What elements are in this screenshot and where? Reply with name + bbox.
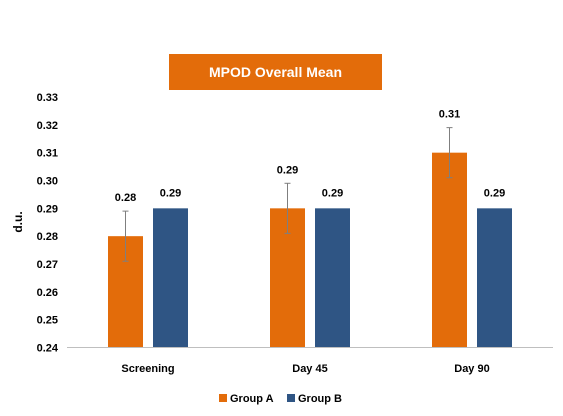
y-tick-label: 0.24 (37, 343, 59, 355)
data-label: 0.29 (277, 164, 298, 176)
data-label: 0.29 (322, 187, 343, 199)
chart-title-box: MPOD Overall Mean (169, 54, 382, 90)
y-tick-label: 0.31 (37, 148, 58, 160)
bar-group-b-day-45 (315, 208, 350, 348)
x-axis-ticks: Screening Day 45 Day 90 (121, 363, 489, 375)
x-tick-label: Day 90 (454, 363, 489, 375)
data-label: 0.29 (160, 187, 181, 199)
x-tick-label: Screening (121, 363, 174, 375)
y-tick-label: 0.29 (37, 203, 58, 215)
y-tick-label: 0.27 (37, 259, 58, 271)
legend-label-group-a: Group A (230, 393, 274, 405)
chart-title-background (169, 54, 382, 90)
legend-swatch-group-b (287, 394, 295, 402)
chart-title: MPOD Overall Mean (209, 64, 342, 80)
y-tick-label: 0.25 (37, 315, 58, 327)
y-tick-label: 0.26 (37, 287, 58, 299)
legend-label-group-b: Group B (298, 393, 342, 405)
y-tick-label: 0.30 (37, 176, 58, 188)
y-tick-label: 0.33 (37, 92, 58, 104)
error-bars (122, 127, 453, 262)
bar-group-a-day-90 (432, 152, 467, 348)
y-tick-label: 0.32 (37, 120, 58, 132)
data-label: 0.29 (484, 187, 505, 199)
bars (108, 152, 512, 348)
data-label: 0.28 (115, 192, 136, 204)
bar-group-b-screening (153, 208, 188, 348)
x-tick-label: Day 45 (292, 363, 327, 375)
bar-group-b-day-90 (477, 208, 512, 348)
y-axis-title: d.u. (11, 211, 25, 232)
y-axis-ticks: 0.24 0.25 0.26 0.27 0.28 0.29 0.30 0.31 0.32 0.33 (37, 92, 59, 355)
y-tick-label: 0.28 (37, 231, 58, 243)
data-label: 0.31 (439, 109, 460, 121)
data-labels: 0.28 0.29 0.29 0.29 0.31 0.29 (115, 109, 505, 205)
legend: Group A Group B (219, 393, 342, 405)
legend-swatch-group-a (219, 394, 227, 402)
